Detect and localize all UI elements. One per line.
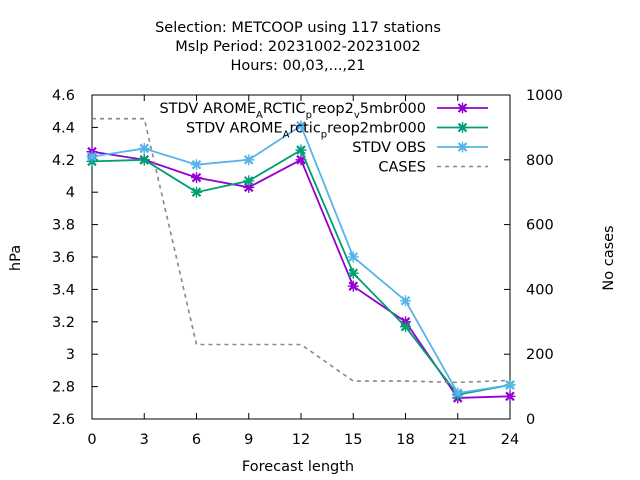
x-tick-label: 9 xyxy=(244,432,253,448)
data-point-1 xyxy=(138,154,150,166)
data-point-0 xyxy=(504,390,516,402)
x-tick-label: 24 xyxy=(501,432,519,448)
legend-sample-marker xyxy=(457,122,468,133)
legend-label-part: A xyxy=(283,130,290,141)
legend-label-part: STDV AROME xyxy=(159,101,256,117)
y2-tick-label: 400 xyxy=(526,282,554,298)
data-point-2 xyxy=(86,151,98,163)
legend-label-part: STDV OBS xyxy=(352,140,426,156)
chart-title-line: Hours: 00,03,...,21 xyxy=(231,58,366,74)
y2-axis-label: No cases xyxy=(601,225,617,290)
legend-label-part: reop2 xyxy=(312,101,354,117)
y2-tick-label: 800 xyxy=(526,153,554,169)
data-point-2 xyxy=(191,159,202,171)
data-point-1 xyxy=(400,321,411,333)
legend-label-part: v xyxy=(354,110,360,121)
chart-title-line: Mslp Period: 20231002-20231002 xyxy=(175,39,420,55)
data-point-2 xyxy=(243,154,255,166)
chart-axes: 0 3 6 9 12 15 18 21 24 2.6 2.8 3 3.2 3.4 3.6 3.8 4 4.2 4.4… xyxy=(52,88,563,448)
data-point-1 xyxy=(191,186,202,198)
x-tick-label: 15 xyxy=(344,432,362,448)
data-point-1 xyxy=(243,175,255,187)
legend-sample-marker xyxy=(457,141,468,153)
data-point-0 xyxy=(191,172,202,184)
data-point-2 xyxy=(504,379,516,391)
chart-title: Selection: METCOOP using 117 stations Msl… xyxy=(155,20,441,74)
data-point-2 xyxy=(452,387,464,399)
data-point-2 xyxy=(400,295,411,307)
y-tick-label: 4 xyxy=(66,185,75,201)
data-point-1 xyxy=(295,144,307,156)
legend-label-part: rctic xyxy=(289,121,320,137)
y-tick-label: 3.8 xyxy=(52,218,75,234)
plot-frame xyxy=(91,94,511,420)
y-tick-label: 3.4 xyxy=(52,282,75,298)
legend-label-part: STDV AROME xyxy=(186,121,283,137)
legend-label: STDV AROMEArcticpreop2mbr000 xyxy=(186,121,426,141)
chart-title-line: Selection: METCOOP using 117 stations xyxy=(155,20,441,36)
y-axis-label: hPa xyxy=(8,245,24,271)
legend-label-part: A xyxy=(256,110,263,121)
y2-tick-label: 200 xyxy=(526,347,554,363)
y-tick-label: 2.8 xyxy=(52,380,75,396)
legend-label: CASES xyxy=(378,160,426,176)
data-point-2 xyxy=(347,251,359,263)
series-line-1 xyxy=(91,148,511,396)
legend-label: STDV OBS xyxy=(352,140,426,156)
x-tick-label: 21 xyxy=(449,432,467,448)
x-tick-label: 3 xyxy=(140,432,149,448)
data-point-0 xyxy=(347,280,359,292)
legend-label-part: RCTIC xyxy=(263,101,306,117)
y-tick-label: 4.6 xyxy=(52,88,75,104)
x-axis-label: Forecast length xyxy=(242,459,354,475)
x-tick-label: 18 xyxy=(396,432,414,448)
legend-sample-marker xyxy=(457,102,468,114)
legend-label-part: 5mbr000 xyxy=(360,101,426,117)
series-line-3 xyxy=(92,117,511,384)
data-point-1 xyxy=(347,267,359,279)
y-tick-label: 3 xyxy=(66,347,75,363)
data-point-2 xyxy=(295,120,307,132)
x-tick-label: 12 xyxy=(292,432,310,448)
series-line-0 xyxy=(91,150,511,399)
chart-series xyxy=(86,117,516,404)
legend-label-part: p xyxy=(321,130,327,141)
y-tick-label: 4.4 xyxy=(52,120,75,136)
y-tick-label: 3.6 xyxy=(52,250,75,266)
legend-label-part: p xyxy=(306,110,312,121)
x-tick-label: 6 xyxy=(192,432,201,448)
legend-label-part: reop2mbr000 xyxy=(327,121,426,137)
y2-tick-label: 600 xyxy=(526,218,554,234)
y2-tick-label: 0 xyxy=(526,412,535,428)
y-tick-label: 4.2 xyxy=(52,153,75,169)
y-tick-label: 3.2 xyxy=(52,315,75,331)
legend-label: STDV AROMEARCTICpreop2v5mbr000 xyxy=(159,101,426,121)
data-point-2 xyxy=(138,142,150,154)
legend-label-part: CASES xyxy=(378,160,426,176)
y2-tick-label: 1000 xyxy=(526,88,563,104)
y-tick-label: 2.6 xyxy=(52,412,75,428)
x-tick-label: 0 xyxy=(87,432,96,448)
